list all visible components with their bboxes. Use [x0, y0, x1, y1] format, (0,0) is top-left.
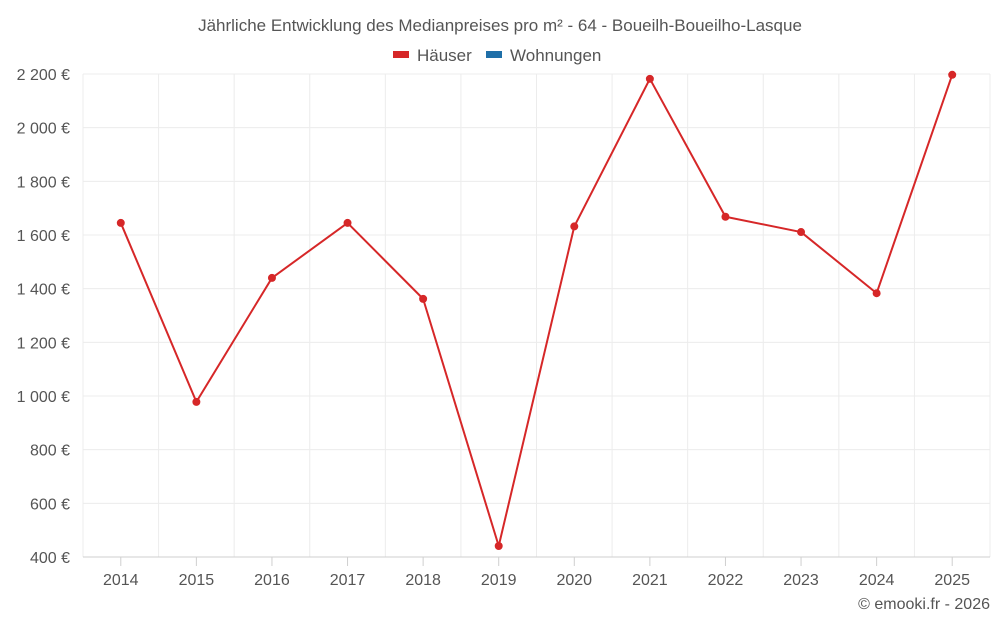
x-axis: 2014 2015 2016 2017 2018 2019 2020 2021 2022 2023…: [83, 556, 990, 589]
x-tick-label: 2020: [556, 572, 592, 589]
data-point-2023[interactable]: [797, 228, 806, 237]
x-tick-label: 2025: [934, 572, 970, 589]
y-tick-label: 400 €: [30, 550, 70, 567]
data-point-2021[interactable]: [645, 74, 654, 83]
x-tick-label: 2016: [254, 572, 290, 589]
data-point-2018[interactable]: [419, 294, 428, 303]
legend-swatch-wohnungen: [486, 51, 502, 58]
data-point-2025[interactable]: [948, 70, 957, 79]
y-tick-label: 2 000 €: [17, 121, 70, 138]
x-tick-label: 2022: [708, 572, 744, 589]
y-tick-label: 1 600 €: [17, 228, 70, 245]
legend-item-wohnungen[interactable]: Wohnungen: [486, 46, 601, 65]
x-tick-label: 2023: [783, 572, 819, 589]
legend-label-wohnungen: Wohnungen: [510, 46, 601, 65]
series-line-haeuser: [119, 74, 954, 547]
data-point-2015[interactable]: [192, 397, 201, 406]
data-point-2024[interactable]: [872, 289, 881, 298]
legend-swatch-haeuser: [393, 51, 409, 58]
data-point-2016[interactable]: [267, 273, 276, 282]
data-point-2022[interactable]: [721, 212, 730, 221]
x-tick-label: 2024: [859, 572, 895, 589]
y-axis: 400 € 600 € 800 € 1 000 € 1 200 € 1 400 € 1 60…: [17, 67, 70, 567]
y-tick-label: 1 400 €: [17, 282, 70, 299]
x-tick-label: 2017: [330, 572, 366, 589]
x-tick-label: 2015: [179, 572, 215, 589]
x-tick-label: 2014: [103, 572, 139, 589]
y-tick-label: 1 000 €: [17, 389, 70, 406]
data-point-2020[interactable]: [570, 222, 579, 231]
data-point-2014[interactable]: [116, 218, 125, 227]
x-gridlines: [82, 74, 991, 557]
chart-title: Jährliche Entwicklung des Medianpreises …: [198, 16, 802, 35]
y-tick-label: 1 200 €: [17, 335, 70, 352]
y-tick-label: 600 €: [30, 496, 70, 513]
credit-text: © emooki.fr - 2026: [858, 596, 990, 613]
x-tick-label: 2021: [632, 572, 668, 589]
legend: Häuser Wohnungen: [393, 46, 601, 65]
x-tick-label: 2019: [481, 572, 517, 589]
data-point-2017[interactable]: [343, 218, 352, 227]
legend-item-haeuser[interactable]: Häuser: [393, 46, 472, 65]
y-tick-label: 1 800 €: [17, 174, 70, 191]
y-tick-label: 800 €: [30, 443, 70, 460]
x-tick-label: 2018: [405, 572, 441, 589]
data-point-2019[interactable]: [494, 541, 503, 550]
legend-label-haeuser: Häuser: [417, 46, 472, 65]
series-haeuser: [116, 70, 957, 550]
y-tick-label: 2 200 €: [17, 67, 70, 84]
